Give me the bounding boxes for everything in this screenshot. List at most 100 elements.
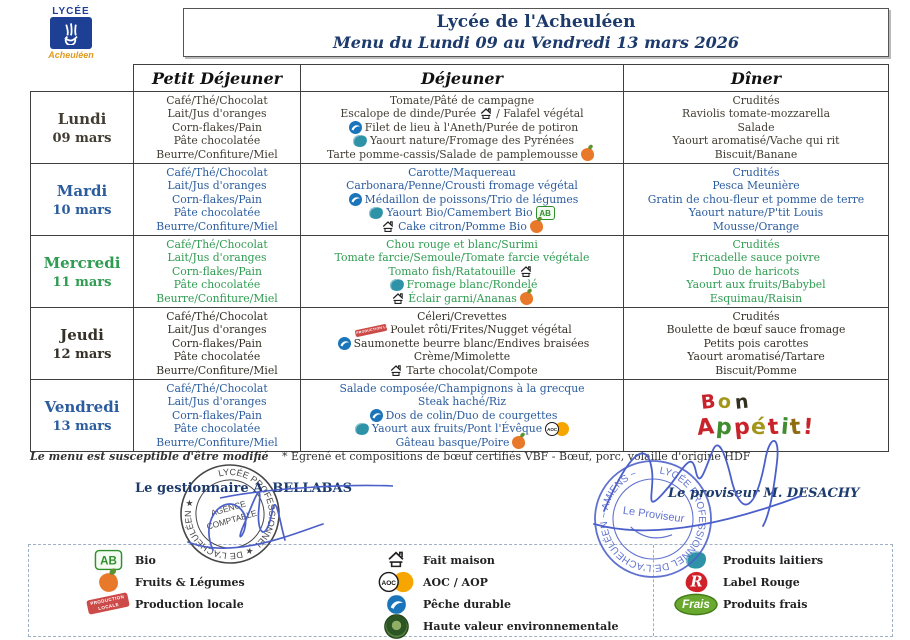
menu-item: Beurre/Confiture/Miel: [156, 435, 278, 449]
legend-box: AB Bio Fruits & Légumes PRODUCTION LOCALE Pr…: [28, 544, 893, 639]
menu-item-text: Crème/Mimolette: [413, 350, 511, 364]
menu-item: Yaourt aromatisé/Vache qui rit: [672, 134, 840, 148]
column-header-petit-dejeuner: Petit Déjeuner: [133, 64, 301, 92]
legend-label: AOC / AOP: [423, 575, 488, 589]
menu-item: Café/Thé/Chocolat: [166, 310, 268, 324]
legend-label: Production locale: [135, 597, 244, 611]
hve-icon: [383, 613, 409, 639]
peche-durable-icon: [386, 594, 406, 614]
school-logo: LYCÉE Acheuléen: [36, 6, 106, 64]
logo-text-top: LYCÉE: [52, 6, 90, 17]
menu-item: Gâteau basque/Poire: [303, 436, 621, 450]
menu-item-text: Escalope de dinde/Purée: [340, 107, 477, 121]
petit-dejeuner-cell: Café/Thé/Chocolat Lait/Jus d'oranges Corn-…: [133, 307, 301, 380]
menu-item: Pâte chocolatée: [173, 422, 261, 436]
legend-item-fruits-legumes: Fruits & Légumes: [89, 571, 245, 593]
menu-item: Yaourt aux fruits/Pont l'Évêque AOC: [303, 422, 621, 437]
menu-item: Escalope de dinde/Purée / Falafel végétal: [303, 107, 621, 120]
menu-item: Beurre/Confiture/Miel: [156, 147, 278, 161]
menu-item: Pâte chocolatée: [173, 278, 261, 292]
day-cell: Lundi 09 mars: [30, 91, 134, 164]
menu-item: PRODUCTION LOCALEPoulet rôti/Frites/Nugg…: [303, 322, 621, 337]
menu-item-text: Saumonette beurre blanc/Endives braisées: [353, 336, 590, 350]
produits-laitiers-icon: [353, 422, 370, 437]
aoc-aop-icon: AOC: [378, 571, 414, 593]
production-locale-icon: PRODUCTION LOCALE: [354, 322, 401, 337]
dejeuner-cell: Chou rouge et blanc/Surimi Tomate farcie/…: [300, 235, 624, 308]
menu-item: Lait/Jus d'oranges: [167, 251, 267, 265]
menu-item: Café/Thé/Chocolat: [166, 382, 268, 396]
menu-item: Lait/Jus d'oranges: [167, 179, 267, 193]
peche-durable-icon: [337, 337, 351, 351]
legend-label: Label Rouge: [723, 575, 800, 589]
menu-item: Pâte chocolatée: [173, 134, 261, 148]
bio-icon: AB: [94, 549, 122, 571]
legend-item-produits-frais: Frais Produits frais: [674, 593, 823, 615]
menu-item: Pâte chocolatée: [173, 206, 261, 220]
menu-item: Petits pois carottes: [703, 336, 809, 350]
menu-item: Salade: [737, 120, 775, 134]
menu-row-lundi: Lundi 09 mars Café/Thé/Chocolat Lait/Jus d'…: [30, 91, 889, 164]
legend-item-production-locale: PRODUCTION LOCALE Production locale: [86, 592, 245, 616]
menu-item-text: / Falafel végétal: [496, 107, 584, 121]
menu-item: Crudités: [732, 94, 780, 108]
menu-item: Corn-flakes/Pain: [172, 264, 262, 278]
gestionnaire-stamp: LYCÉE PROFESSIONNEL ★ DE L'ACHEULÉEN ★ A…: [172, 456, 288, 572]
produits-laitiers-icon: [388, 278, 405, 293]
menu-item: Corn-flakes/Pain: [172, 192, 262, 206]
day-name: Jeudi: [60, 325, 104, 344]
dejeuner-cell: Tomate/Pâté de campagne Escalope de dinde…: [300, 91, 624, 164]
label-rouge-icon: R: [685, 571, 707, 593]
column-header-row: Petit Déjeuner Déjeuner Dîner: [30, 64, 889, 92]
gestionnaire-signature-label: Le gestionnaire A. BELLABAS: [135, 481, 353, 496]
legend-column: Fait maison AOC AOC / AOP Pêche durable Haut…: [377, 549, 618, 639]
menu-item: Lait/Jus d'oranges: [167, 107, 267, 121]
petit-dejeuner-cell: Café/Thé/Chocolat Lait/Jus d'oranges Corn-…: [133, 235, 301, 308]
menu-item-text: Yaourt Bio/Camembert Bio: [386, 206, 533, 220]
menu-row-vendredi: Vendredi 13 mars Café/Thé/Chocolat Lait/Jus…: [30, 379, 889, 452]
legend-column: AB Bio Fruits & Légumes PRODUCTION LOCALE Pr…: [86, 549, 245, 616]
menu-item: Yaourt nature/Fromage des Pyrénées: [303, 134, 621, 149]
diner-cell: Crudités Raviolis tomate-mozzarella Salade…: [623, 91, 889, 164]
legend-icon-wrap: Frais: [674, 593, 718, 615]
dejeuner-cell: Céleri/Crevettes PRODUCTION LOCALEPoulet …: [300, 307, 624, 380]
menu-item: Lait/Jus d'oranges: [167, 395, 267, 409]
petit-dejeuner-cell: Café/Thé/Chocolat Lait/Jus d'oranges Corn-…: [133, 379, 301, 452]
aop-circle: [555, 422, 570, 437]
day-date: 10 mars: [52, 202, 112, 218]
menu-item-text: Carotte/Maquereau: [408, 166, 516, 180]
header: Lycée de l'Acheuléen Menu du Lundi 09 au…: [183, 8, 889, 57]
fait-maison-icon: [519, 265, 533, 278]
gestionnaire-signature: [187, 484, 394, 551]
aoc-circle: AOC: [545, 422, 560, 437]
menu-item-text: Médaillon de poissons/Trio de légumes: [364, 192, 579, 206]
legend-icon-wrap: AOC: [377, 571, 415, 593]
menu-item: Duo de haricots: [712, 264, 800, 278]
day-date: 12 mars: [52, 346, 112, 362]
menu-item: Beurre/Confiture/Miel: [156, 219, 278, 233]
dejeuner-cell: Salade composée/Champignons à la grecque…: [300, 379, 624, 452]
menu-item: Fromage blanc/Rondelé: [303, 278, 621, 293]
menu-item: Café/Thé/Chocolat: [166, 238, 268, 252]
column-header-dejeuner: Déjeuner: [300, 64, 624, 92]
menu-item-text: Tarte chocolat/Compote: [406, 363, 538, 377]
legend-icon-wrap: R: [677, 571, 715, 593]
logo-text-bottom: Acheuléen: [48, 50, 94, 60]
menu-item: Steak haché/Riz: [303, 395, 621, 408]
menu-item-text: Yaourt nature/Fromage des Pyrénées: [369, 134, 574, 148]
fruits-legumes-icon: [512, 436, 526, 450]
diner-cell: Crudités Pesca Meunière Gratin de chou-fle…: [623, 163, 889, 236]
menu-item: Crudités: [732, 238, 780, 252]
menu-item: Saumonette beurre blanc/Endives braisées: [303, 336, 621, 351]
legend-label: Produits laitiers: [723, 553, 824, 567]
menu-item-text: Dos de colin/Duo de courgettes: [385, 408, 558, 422]
diner-cell: Bon Appétit !: [623, 379, 889, 452]
menu-item-text: Fromage blanc/Rondelé: [406, 278, 538, 292]
legend-item-hve: Haute valeur environnementale: [377, 613, 618, 639]
legend-item-peche-durable: Pêche durable: [377, 593, 618, 615]
diner-cell: Crudités Fricadelle sauce poivre Duo de ha…: [623, 235, 889, 308]
petit-dejeuner-cell: Café/Thé/Chocolat Lait/Jus d'oranges Corn-…: [133, 91, 301, 164]
bon-appetit-line: Bon: [626, 390, 826, 414]
day-cell: Vendredi 13 mars: [30, 379, 134, 452]
legend-item-label-rouge: R Label Rouge: [677, 571, 823, 593]
